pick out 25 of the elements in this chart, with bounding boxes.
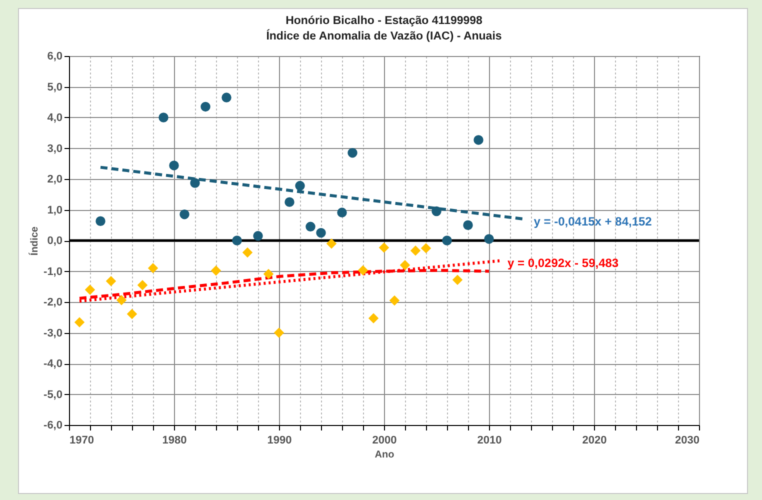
y-axis-title: Índice <box>28 226 41 256</box>
x-tick-label: 2010 <box>477 434 502 446</box>
y-tick-label: -5,0 <box>44 388 62 401</box>
y-tick-label: 2,0 <box>47 174 62 186</box>
y-tick-label: 6,0 <box>47 50 62 62</box>
y-tick-label: 3,0 <box>47 142 62 155</box>
x-tick-label: 2030 <box>675 434 700 446</box>
chart-title: Honório Bicalho - Estação 41199998 <box>286 15 484 27</box>
y-tick-label: -3,0 <box>44 327 62 340</box>
chart-subtitle: Índice de Anomalia de Vazão (IAC) - Anuais <box>266 28 502 42</box>
y-tick-label: -2,0 <box>44 296 62 308</box>
y-tick-label: 4,0 <box>47 112 62 124</box>
y-tick-label: 1,0 <box>47 204 62 216</box>
x-tick-label: 1980 <box>162 434 187 446</box>
y-tick-label: -1,0 <box>44 266 62 278</box>
x-tick-label: 2020 <box>582 434 607 446</box>
x-tick-label: 1990 <box>267 434 292 446</box>
x-tick-label: 2000 <box>372 434 397 446</box>
y-tick-label: -4,0 <box>44 358 62 370</box>
annotation: y = 0,0292x - 59,483 <box>508 256 619 270</box>
y-tick-label: 0,0 <box>47 235 62 247</box>
y-tick-label: -6,0 <box>44 420 62 432</box>
y-tick-label: 5,0 <box>47 81 62 94</box>
x-axis-title: Ano <box>374 450 394 460</box>
x-tick-label: 1970 <box>70 434 94 446</box>
